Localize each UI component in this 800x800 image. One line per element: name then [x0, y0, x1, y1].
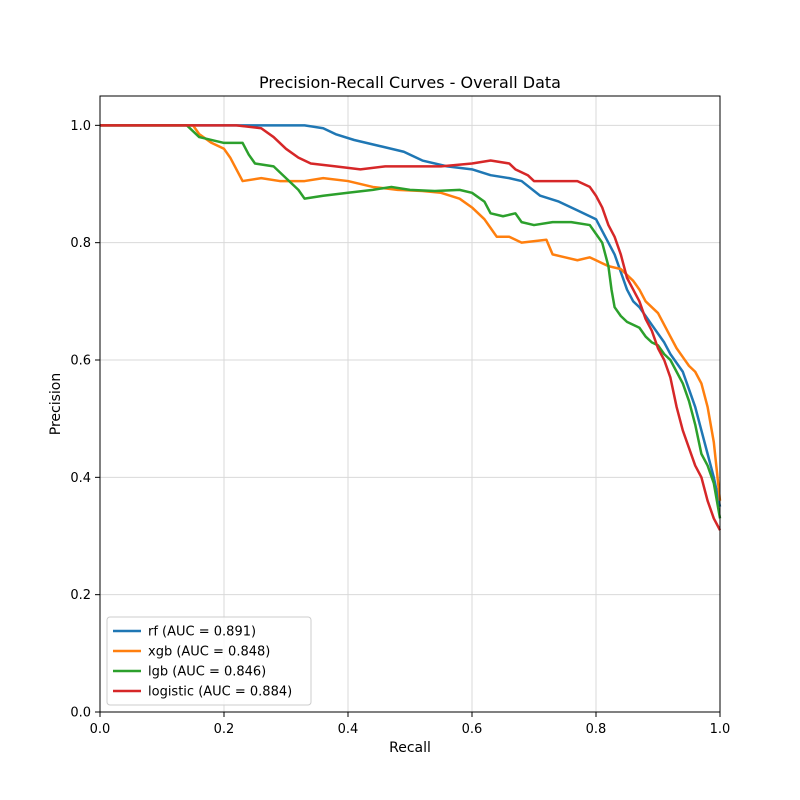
series-line-2	[100, 124, 722, 519]
y-tick-label: 0.2	[70, 588, 91, 603]
y-tick-label: 1.0	[70, 119, 91, 134]
plot-frame	[99, 95, 721, 713]
x-axis-label: Recall	[389, 740, 431, 756]
x-tick-label: 1.0	[710, 722, 731, 737]
legend-label: logistic (AUC = 0.884)	[148, 685, 292, 700]
series-line-1	[100, 124, 722, 501]
legend-box	[106, 616, 312, 706]
y-tick-label: 0.8	[70, 236, 91, 251]
y-tick-label: 0.0	[70, 706, 91, 721]
x-tick-label: 0.0	[90, 722, 111, 737]
legend-label: rf (AUC = 0.891)	[148, 625, 256, 640]
y-tick-label: 0.6	[70, 354, 91, 369]
y-axis-label: Precision	[48, 373, 64, 435]
legend: rf (AUC = 0.891) xgb (AUC = 0.848) lgb (AU…	[106, 616, 312, 706]
x-tick-label: 0.4	[338, 722, 359, 737]
x-tick-label: 0.6	[462, 722, 483, 737]
x-tick-label: 0.2	[214, 722, 235, 737]
y-tick-label: 0.4	[70, 471, 91, 486]
axis-ticks: 0.0 0.2 0.4 0.6 0.8 1.0 0.0 0.2 0.4 0.6 0.8 1.0	[70, 119, 730, 737]
series-lines	[100, 124, 722, 531]
legend-label: xgb (AUC = 0.848)	[148, 645, 270, 660]
series-line-3	[100, 124, 722, 531]
legend-label: lgb (AUC = 0.846)	[148, 665, 266, 680]
series-line-0	[100, 124, 722, 507]
x-tick-label: 0.8	[586, 722, 607, 737]
chart-title: Precision-Recall Curves - Overall Data	[259, 73, 561, 92]
